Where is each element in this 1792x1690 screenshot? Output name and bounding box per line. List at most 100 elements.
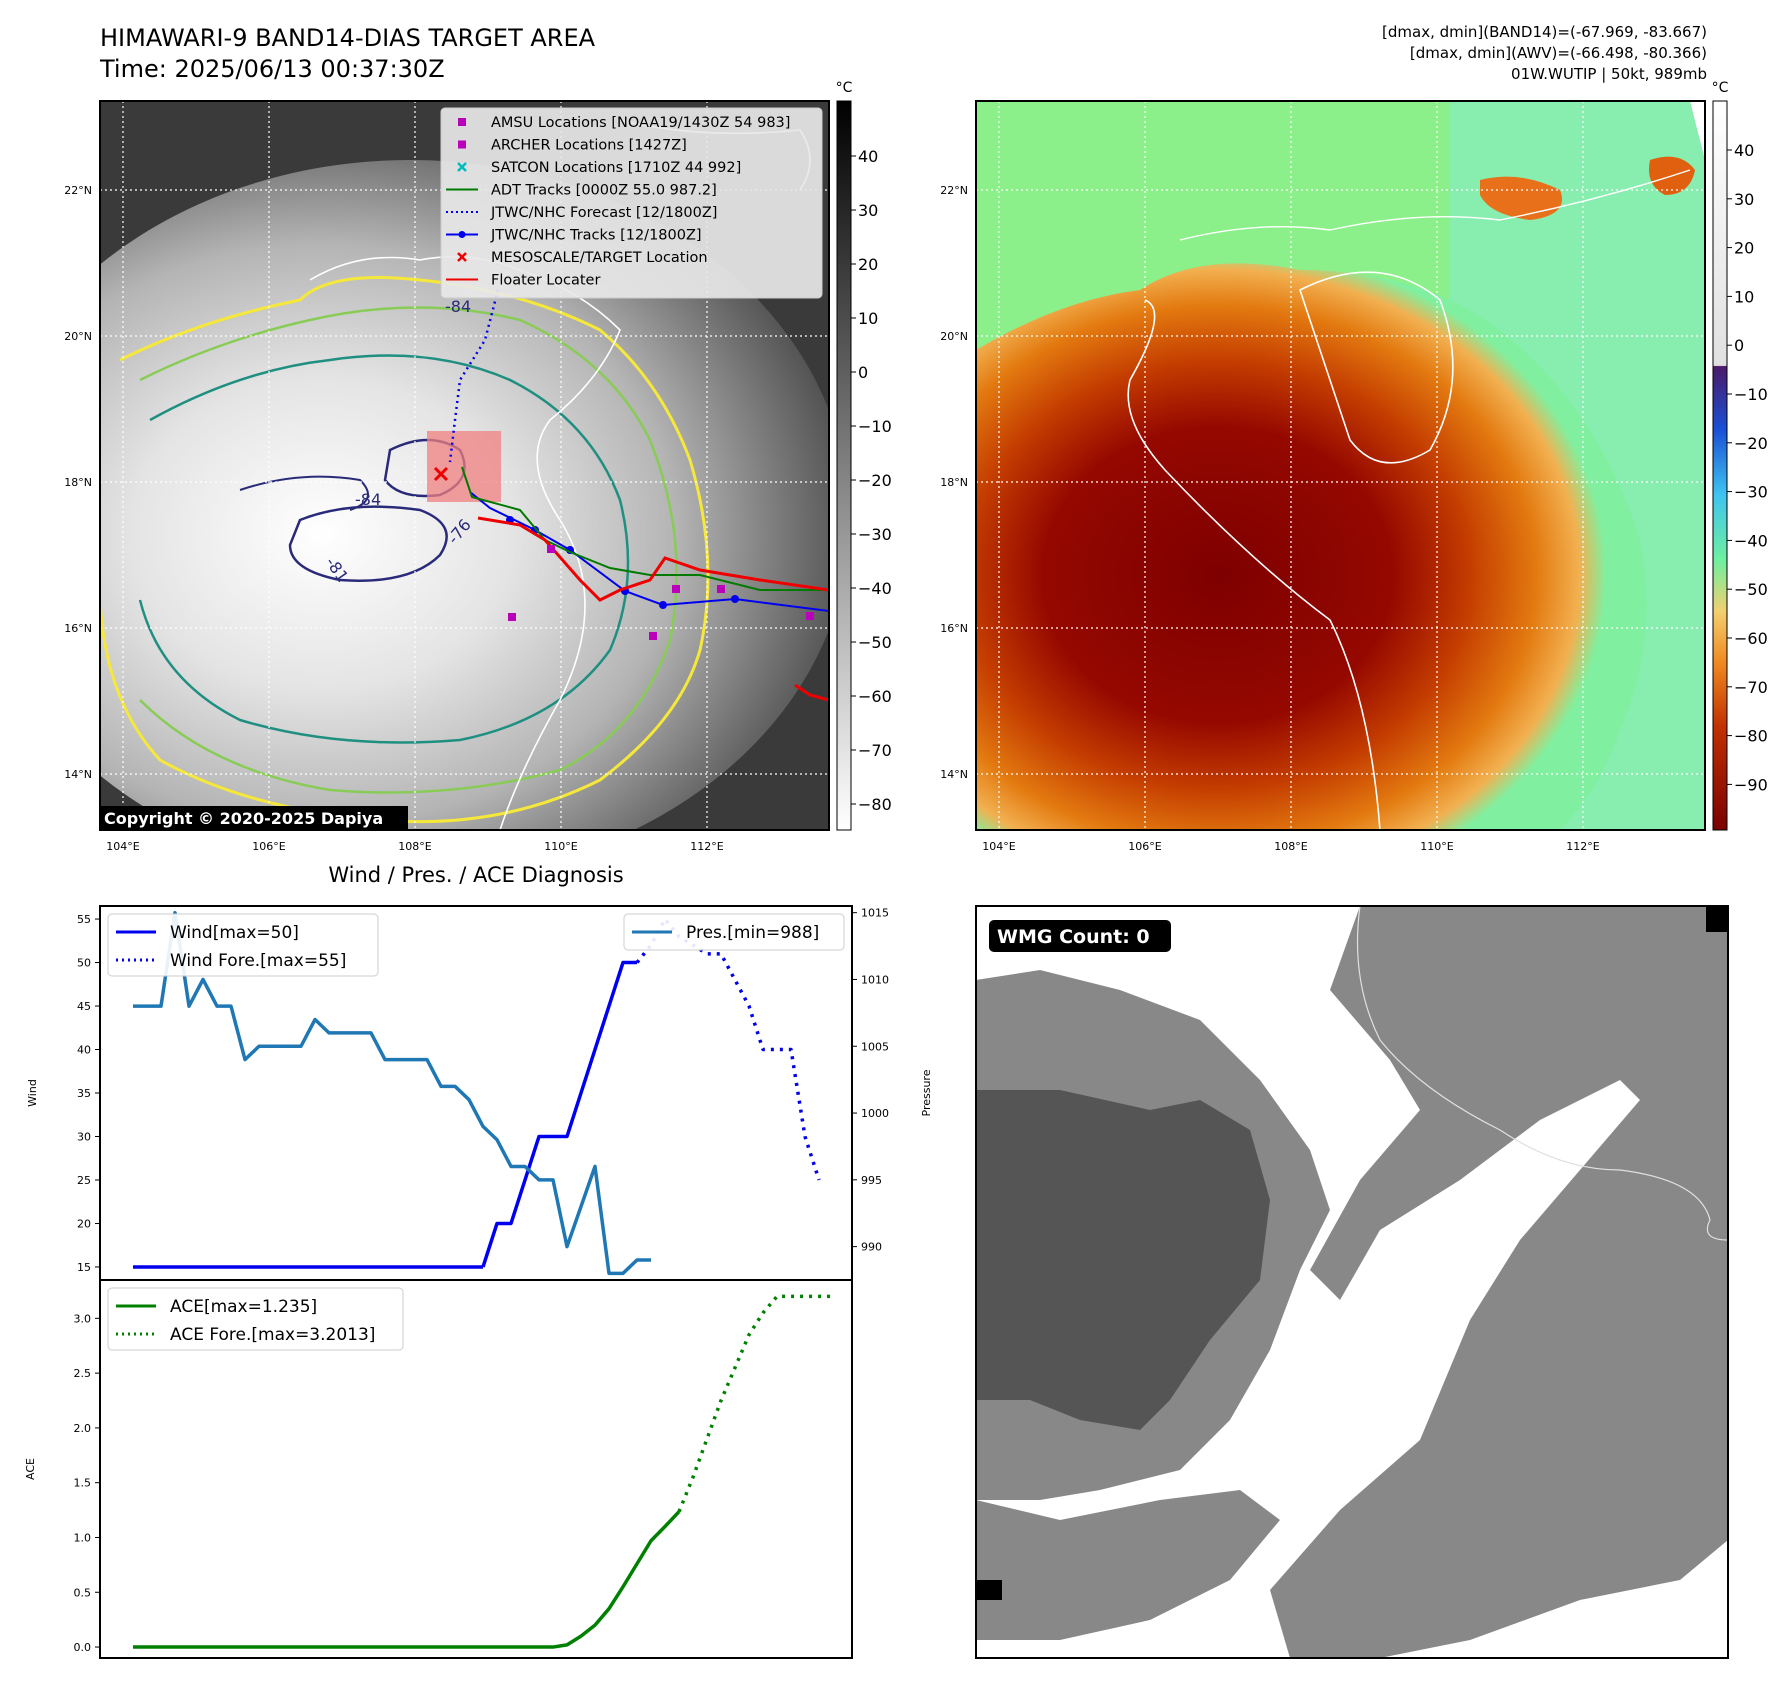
awv-colorbar: °C 40 30 20 10 0 −10 −20 −30 −40 −50 −60 −70 −80 −90: [1712, 80, 1768, 831]
ir-lon-tick: 106°E: [252, 840, 285, 853]
pressure-line: [133, 910, 651, 1276]
awv-colorbar-label: 10: [1734, 287, 1754, 306]
legend-label: ADT Tracks [0000Z 55.0 987.2]: [491, 183, 717, 199]
wind-ytick-label: 45: [77, 1000, 91, 1013]
awv-colorbar-label: 40: [1734, 141, 1754, 160]
ir-lon-tick: 108°E: [398, 840, 431, 853]
wind-legend: Wind[max=50] Wind Fore.[max=55]: [107, 913, 379, 977]
awv-colorbar-ramp: [1712, 100, 1728, 831]
awv-lon-tick: 104°E: [982, 840, 1015, 853]
awv-colorbar-label: 30: [1734, 190, 1754, 209]
ace-ytick-label: 2.0: [74, 1422, 92, 1435]
wmg-region-dark: [976, 1090, 1270, 1430]
awv-lon-tick: 110°E: [1420, 840, 1453, 853]
awv-lat-tick: 22°N: [940, 184, 968, 197]
legend-marker: [457, 252, 467, 262]
ace-chart: 0.0 0.5 1.0 1.5 2.0 2.5 3.0 ACE ACE[max=1.235]…: [24, 1279, 853, 1659]
wind-ytick-label: 25: [77, 1174, 91, 1187]
wind-pressure-chart: 15 20 25 30 35 40 45 50 55 990 995 1000 1005 1010 1015…: [26, 905, 933, 1281]
pressure-legend-box: [623, 913, 845, 951]
wind-legend-box: [107, 913, 379, 977]
wmg-black-cell-1: [976, 1580, 1002, 1600]
ir-colorbar-label: −20: [858, 471, 892, 490]
storm-id: 01W.WUTIP | 50kt, 989mb: [1511, 65, 1707, 83]
ir-lon-tick: 104°E: [106, 840, 139, 853]
pressure-axis-label: Pressure: [920, 1069, 933, 1116]
awv-lat-tick: 20°N: [940, 330, 968, 343]
ir-colorbar-label: 10: [858, 309, 878, 328]
ir-colorbar-label: 30: [858, 201, 878, 220]
legend-label: AMSU Locations [NOAA19/1430Z 54 983]: [491, 115, 790, 131]
awv-lon-tick: 108°E: [1274, 840, 1307, 853]
awv-coastline: [1127, 299, 1381, 830]
ir-colorbar-label: −80: [858, 795, 892, 814]
ace-fore-legend-label: ACE Fore.[max=3.2013]: [170, 1325, 375, 1345]
awv-lat-tick: 16°N: [940, 622, 968, 635]
wmg-count-badge: [989, 920, 1171, 952]
wind-ytick-label: 15: [77, 1261, 91, 1274]
legend-label: ARCHER Locations [1427Z]: [491, 138, 687, 154]
ir-coastline: [309, 255, 621, 830]
legend-label: SATCON Locations [1710Z 44 992]: [491, 160, 741, 176]
awv-colorbar-unit: °C: [1712, 80, 1729, 96]
awv-colorbar-label: −10: [1734, 385, 1768, 404]
target-x-marker: [433, 466, 449, 482]
contour-navy-1: [288, 505, 448, 582]
pressure-ytick-label: 990: [861, 1241, 882, 1254]
legend-label: JTWC/NHC Tracks [12/1800Z]: [490, 228, 702, 244]
pressure-legend-label: Pres.[min=988]: [686, 923, 819, 943]
ace-line: [133, 1510, 681, 1649]
ace-legend: ACE[max=1.235] ACE Fore.[max=3.2013]: [107, 1287, 404, 1351]
ir-colorbar-label: 0: [858, 363, 868, 382]
ace-axis-label: ACE: [24, 1458, 37, 1480]
pressure-ytick-label: 1015: [861, 907, 889, 920]
wmg-coastline: [1356, 906, 1728, 1241]
wmg-frame: [975, 905, 1729, 1659]
wind-line: [481, 960, 637, 1268]
wind-forecast-line: [635, 917, 821, 1181]
awv-colorbar-label: 20: [1734, 239, 1754, 258]
legend-label: MESOSCALE/TARGET Location: [491, 250, 708, 266]
awv-coastline-north: [1179, 169, 1691, 241]
wind-ytick-label: 40: [77, 1044, 91, 1057]
wind-fore-legend-label: Wind Fore.[max=55]: [170, 951, 346, 971]
ace-ytick-label: 3.0: [74, 1312, 92, 1325]
diagnosis-title: Wind / Pres. / ACE Diagnosis: [328, 863, 623, 887]
legend-marker: [457, 162, 467, 172]
jtwc-track-line: [469, 491, 829, 612]
contour-lightgreen: [139, 306, 678, 794]
awv-colorbar-label: −30: [1734, 483, 1768, 502]
awv-colorbar-label: 0: [1734, 336, 1744, 355]
ace-chart-frame: [99, 1279, 853, 1659]
ir-colorbar-label: −60: [858, 687, 892, 706]
wind-ytick-label: 20: [77, 1217, 91, 1230]
copyright-box: [100, 806, 408, 830]
wmg-region-mid-south: [976, 1490, 1280, 1640]
wind-ytick-label: 35: [77, 1087, 91, 1100]
contour-label-1: -84: [445, 297, 471, 316]
ace-ytick-label: 2.5: [74, 1367, 92, 1380]
awv-gridlines: [976, 101, 1705, 830]
ir-colorbar-label: −50: [858, 633, 892, 652]
pressure-ytick-label: 1005: [861, 1040, 889, 1053]
ace-ytick-label: 0.0: [74, 1641, 92, 1654]
contour-label-4: -84: [355, 490, 381, 509]
wind-legend-label: Wind[max=50]: [170, 923, 299, 943]
ir-lat-tick: 16°N: [64, 622, 92, 635]
awv-colorbar-label: −60: [1734, 629, 1768, 648]
adt-track: [461, 466, 829, 591]
ir-lat-tick: 18°N: [64, 476, 92, 489]
ir-map-frame: [99, 100, 830, 831]
ace-legend-label: ACE[max=1.235]: [170, 1297, 317, 1317]
legend-label: Floater Locater: [491, 273, 600, 289]
legend-marker: [458, 140, 466, 149]
mesoscale-target-box: [427, 431, 501, 502]
legend-marker: [458, 118, 466, 126]
ir-colorbar-label: 20: [858, 255, 878, 274]
legend-box: [440, 107, 823, 299]
ace-ytick-label: 1.5: [74, 1477, 92, 1490]
awv-coastline-inner: [1299, 271, 1454, 464]
band14-range: [dmax, dmin](BAND14)=(-67.969, -83.667): [1382, 23, 1707, 41]
pressure-ytick-label: 1000: [861, 1107, 889, 1120]
contour-teal: [138, 354, 630, 744]
